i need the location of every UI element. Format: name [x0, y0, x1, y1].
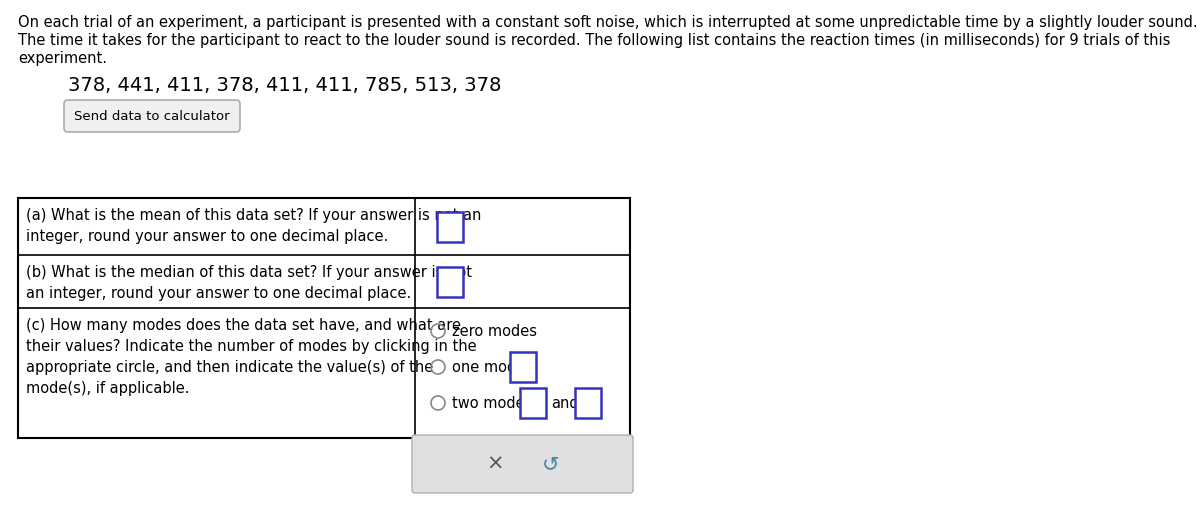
FancyBboxPatch shape [575, 388, 601, 418]
Text: Send data to calculator: Send data to calculator [74, 110, 230, 122]
Text: two modes:: two modes: [452, 395, 538, 411]
Text: (a) What is the mean of this data set? If your answer is not an
integer, round y: (a) What is the mean of this data set? I… [26, 208, 481, 244]
Text: zero modes: zero modes [452, 323, 538, 339]
Text: On each trial of an experiment, a participant is presented with a constant soft : On each trial of an experiment, a partic… [18, 15, 1198, 30]
FancyBboxPatch shape [437, 212, 463, 242]
Text: ×: × [486, 454, 503, 474]
Text: The time it takes for the participant to react to the louder sound is recorded. : The time it takes for the participant to… [18, 33, 1170, 48]
FancyBboxPatch shape [520, 388, 546, 418]
FancyBboxPatch shape [510, 352, 536, 382]
FancyBboxPatch shape [412, 435, 634, 493]
FancyBboxPatch shape [437, 267, 463, 297]
Text: (c) How many modes does the data set have, and what are
their values? Indicate t: (c) How many modes does the data set hav… [26, 318, 476, 396]
Text: (b) What is the median of this data set? If your answer is not
an integer, round: (b) What is the median of this data set?… [26, 265, 472, 301]
Text: ↺: ↺ [541, 454, 559, 474]
Text: experiment.: experiment. [18, 51, 107, 66]
FancyBboxPatch shape [64, 100, 240, 132]
FancyBboxPatch shape [18, 198, 630, 438]
Text: 378, 441, 411, 378, 411, 411, 785, 513, 378: 378, 441, 411, 378, 411, 411, 785, 513, … [68, 76, 502, 95]
Text: one mode:: one mode: [452, 360, 530, 374]
Text: and: and [551, 395, 578, 411]
